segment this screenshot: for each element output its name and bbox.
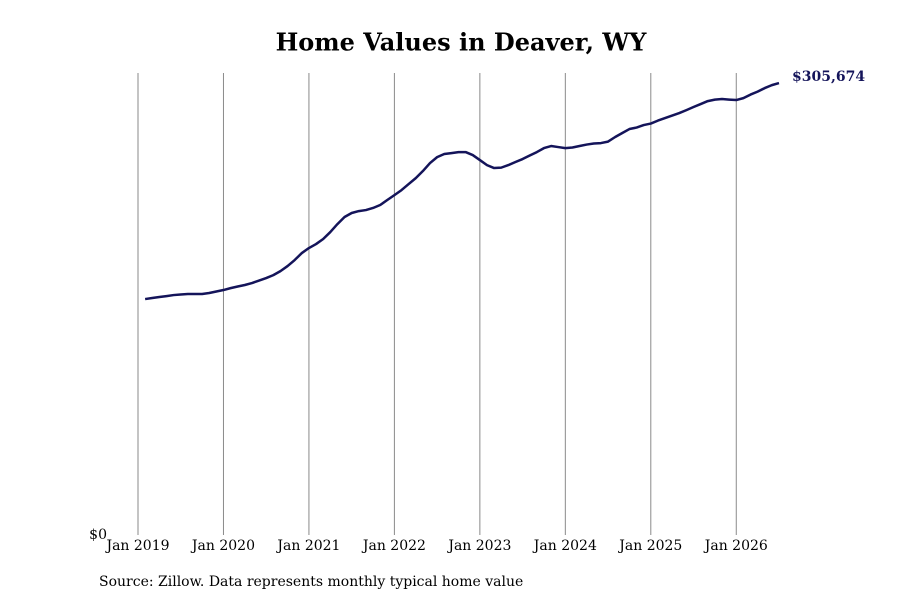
x-tick-label: Jan 2021 [275, 538, 340, 554]
x-tick-label: Jan 2023 [446, 538, 511, 554]
x-tick-label: Jan 2026 [703, 538, 768, 554]
x-tick-label: Jan 2025 [617, 538, 682, 554]
end-value-label: $305,674 [792, 69, 865, 85]
x-tick-label: Jan 2019 [104, 538, 169, 554]
x-tick-label: Jan 2024 [532, 538, 597, 554]
data-line [144, 81, 780, 301]
x-tick-label: Jan 2020 [190, 538, 255, 554]
x-tick-label: Jan 2022 [361, 538, 426, 554]
y-tick-label: $0 [89, 527, 107, 543]
source-note: Source: Zillow. Data represents monthly … [99, 574, 523, 590]
chart-title: Home Values in Deaver, WY [276, 28, 648, 57]
